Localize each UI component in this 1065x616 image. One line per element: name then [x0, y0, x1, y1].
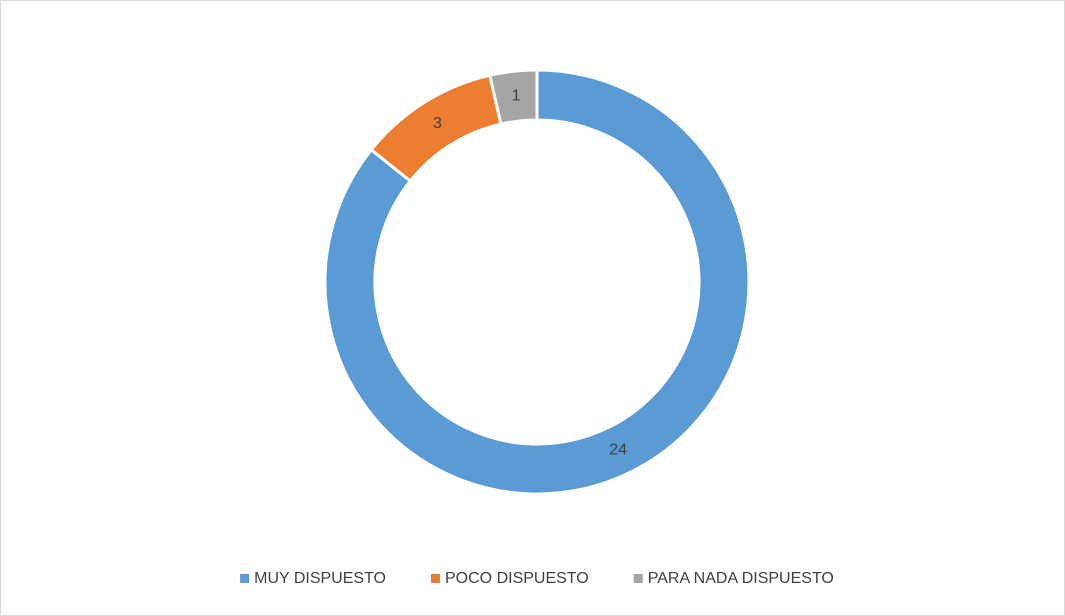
legend-swatch: [633, 574, 643, 583]
data-label: 3: [433, 115, 442, 132]
legend-label: MUY DISPUESTO: [254, 570, 386, 587]
donut-slice: [323, 68, 751, 496]
legend-swatch: [431, 574, 441, 583]
donut-slice: [488, 68, 539, 126]
data-label: 1: [512, 87, 521, 104]
legend-swatch: [240, 574, 250, 583]
legend-label: PARA NADA DISPUESTO: [648, 570, 834, 587]
legend-label: POCO DISPUESTO: [445, 570, 589, 587]
data-label: 24: [609, 442, 627, 459]
